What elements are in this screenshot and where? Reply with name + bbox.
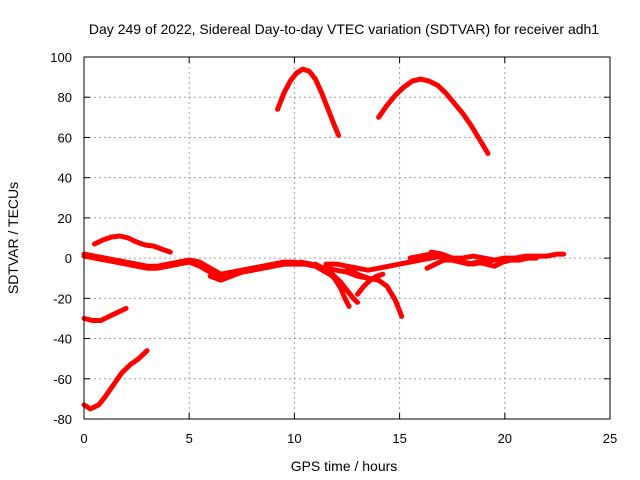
y-tick-label: -80 (53, 412, 72, 427)
plot-frame (83, 56, 611, 420)
y-tick-label: 0 (65, 251, 72, 266)
series-arc-top-2 (376, 76, 491, 156)
x-tick-label: 25 (603, 431, 617, 446)
x-axis-label: GPS time / hours (291, 458, 398, 474)
y-tick-label: 20 (58, 211, 72, 226)
y-axis-label: SDTVAR / TECUs (5, 182, 21, 294)
series-dip-2 (312, 261, 352, 309)
x-tick-label: 20 (498, 431, 512, 446)
series-rise-1 (355, 271, 386, 297)
series-arc-low-2 (81, 305, 129, 323)
grid (84, 57, 610, 419)
series-mid-1 (323, 253, 445, 273)
series-right-3 (428, 249, 508, 267)
y-axis-ticks: -80 -60 -40 -20 0 20 40 60 80 100 (50, 50, 610, 427)
x-tick-label: 5 (186, 431, 193, 446)
series-arc-pos-1 (92, 233, 173, 255)
y-tick-label: -20 (53, 291, 72, 306)
chart-title: Day 249 of 2022, Sidereal Day-to-day VTE… (89, 21, 599, 37)
series-lines (81, 66, 567, 412)
x-tick-label: 15 (392, 431, 406, 446)
y-tick-label: -60 (53, 372, 72, 387)
x-tick-label: 0 (80, 431, 87, 446)
x-axis-ticks: 0 5 10 15 20 25 (80, 57, 617, 446)
series-arc-low-1 (81, 348, 150, 412)
y-tick-label: 60 (58, 130, 72, 145)
y-tick-label: 100 (50, 50, 72, 65)
y-tick-label: -40 (53, 332, 72, 347)
series-arc-top-1 (275, 66, 342, 138)
y-tick-label: 80 (58, 90, 72, 105)
x-tick-label: 10 (287, 431, 301, 446)
y-tick-label: 40 (58, 171, 72, 186)
series-dip-3 (344, 265, 405, 319)
